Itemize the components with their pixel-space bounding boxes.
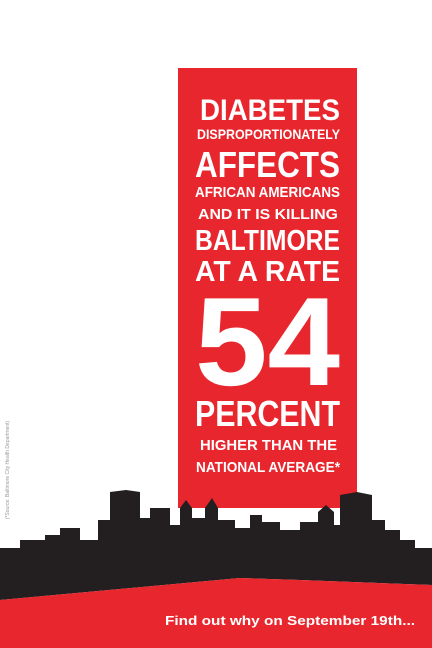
- headline-line: BALTIMORE: [195, 225, 340, 257]
- red-column: [178, 68, 357, 508]
- headline-line: DISPROPORTIONATELY: [197, 126, 341, 142]
- headline-line: AFFECTS: [195, 144, 340, 185]
- source-note: (*Source: Baltimore City Health Departme…: [5, 420, 11, 519]
- headline-line: DIABETES: [200, 94, 340, 127]
- headline-line: AT A RATE: [195, 256, 340, 288]
- headline-line: AND IT IS KILLING: [198, 206, 338, 223]
- headline-line: NATIONAL AVERAGE*: [196, 459, 340, 476]
- headline-line: HIGHER THAN THE: [200, 437, 337, 454]
- headline-line: PERCENT: [195, 393, 340, 434]
- big-figure: 54: [195, 271, 340, 412]
- red-ground: [0, 578, 432, 648]
- footer: Find out why on September 19th...: [165, 613, 415, 628]
- headline-line: AFRICAN AMERICANS: [195, 184, 340, 201]
- skyline: [0, 490, 432, 600]
